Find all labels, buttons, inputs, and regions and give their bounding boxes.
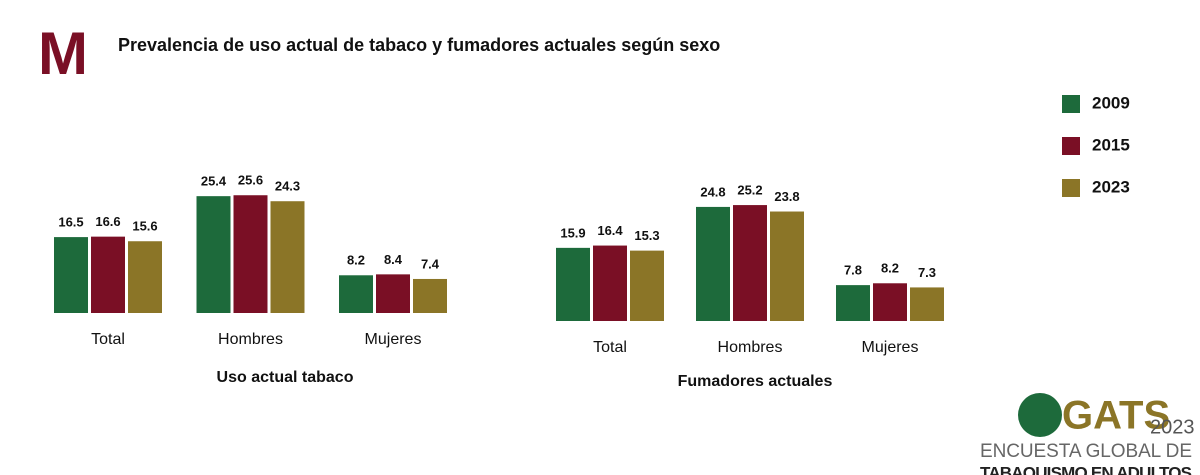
value-label: 16.6 [95,214,120,229]
value-label: 25.4 [201,174,227,189]
logo-year: 2023 [1150,416,1195,438]
bar [630,250,664,321]
value-label: 7.3 [918,265,936,280]
value-label: 8.4 [384,252,403,267]
bar [696,206,730,321]
bar [128,241,162,313]
logo: GATS 2023 ENCUESTA GLOBAL DE TABAQUISMO … [980,393,1195,475]
logo-line: TABAQUISMO EN ADULTOS [980,463,1192,475]
legend-label: 2023 [1092,177,1130,196]
bar [910,287,944,321]
value-label: 15.9 [560,225,585,240]
value-label: 8.2 [881,261,899,276]
x-axis-label: Uso actual tabaco [217,369,354,386]
bar [270,201,305,313]
bar [54,237,88,313]
value-label: 16.5 [58,215,83,230]
category-label: Hombres [218,331,283,348]
legend-swatch [1062,179,1080,197]
value-label: 23.8 [774,189,799,204]
legend-swatch [1062,137,1080,155]
section-mark: M [38,20,88,87]
x-axis-label: Fumadores actuales [678,373,833,390]
value-label: 7.8 [844,263,862,278]
bar [873,283,907,321]
bar [339,275,373,313]
legend-swatch [1062,95,1080,113]
legend-label: 2009 [1092,93,1130,112]
logo-name: GATS [1062,394,1170,438]
bar [733,205,767,321]
bar [556,247,590,321]
bar [91,236,125,313]
bar [233,195,268,313]
logo-line: ENCUESTA GLOBAL DE [980,441,1192,462]
category-label: Mujeres [365,331,422,348]
value-label: 24.8 [700,184,725,199]
category-label: Total [91,331,125,348]
bar [836,285,870,321]
value-label: 8.2 [347,253,365,268]
value-label: 25.6 [238,173,263,188]
slide-title: Prevalencia de uso actual de tabaco y fu… [118,35,720,55]
bar [593,245,627,321]
value-label: 15.6 [132,219,157,234]
bar [196,196,231,313]
value-label: 16.4 [597,223,623,238]
bar [770,211,804,321]
value-label: 24.3 [275,179,300,194]
category-label: Hombres [718,339,783,356]
value-label: 25.2 [737,183,762,198]
bar [376,274,410,313]
bar [413,278,447,313]
category-label: Mujeres [862,339,919,356]
logo-emblem [1018,393,1062,437]
value-label: 7.4 [421,256,440,271]
legend-label: 2015 [1092,135,1130,154]
value-label: 15.3 [634,228,659,243]
category-label: Total [593,339,627,356]
